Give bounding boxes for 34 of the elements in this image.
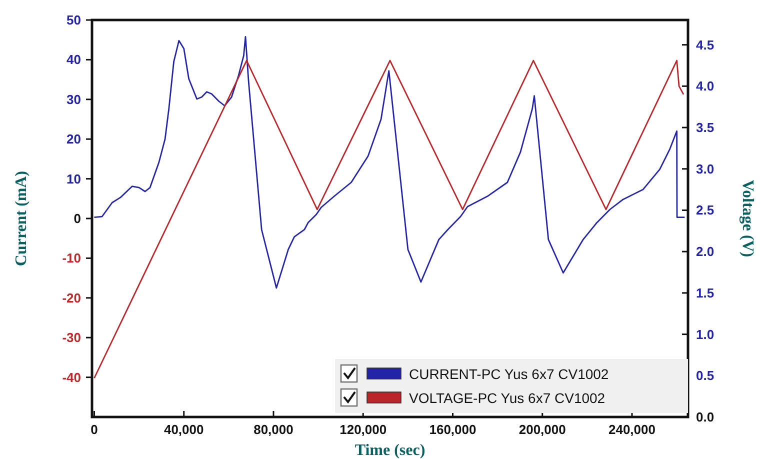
x-tick-label: 200,000	[518, 422, 566, 437]
y2-tick-label: 1.5	[696, 285, 714, 300]
x-tick-label: 0	[90, 422, 98, 437]
y2-tick-label: 0.5	[696, 368, 714, 384]
y2-tick-label: 2.5	[696, 202, 714, 218]
x-axis-title: Time (sec)	[354, 442, 426, 459]
y-tick-label: -20	[62, 290, 81, 306]
line-series	[94, 60, 684, 379]
y-tick-label: -30	[62, 330, 81, 346]
x-tick-label: 40,000	[164, 422, 204, 437]
x-tick-label: 120,000	[340, 422, 387, 437]
y2-tick-label: 1.0	[696, 326, 714, 342]
y-tick-label: 0	[74, 211, 81, 226]
y-tick-label: -40	[62, 370, 81, 385]
y2-axis-title: Voltage (V)	[739, 180, 756, 258]
y-tick-label: 20	[66, 132, 81, 147]
y-tick-label: -10	[62, 250, 81, 266]
y-tick-label: 30	[66, 92, 81, 107]
y-tick-label: 40	[66, 52, 81, 68]
y2-tick-label: 2.0	[696, 244, 714, 260]
legend-label: CURRENT-PC Yus 6x7 CV1002	[409, 366, 609, 382]
y2-tick-label: 3.0	[696, 161, 714, 176]
y2-tick-label: 3.5	[696, 120, 714, 136]
y2-tick-label: 4.0	[696, 78, 714, 94]
y-axis-title: Current (mA)	[13, 170, 30, 266]
x-tick-label: 160,000	[429, 422, 476, 437]
y2-tick-label: 4.5	[696, 37, 714, 52]
y-tick-label: 50	[66, 12, 81, 28]
legend-label: VOLTAGE-PC Yus 6x7 CV1002	[409, 390, 606, 406]
y-tick-label: 10	[66, 171, 81, 186]
x-tick-label: 80,000	[254, 422, 294, 437]
line-series	[94, 36, 686, 289]
y2-tick-label: 0.0	[696, 410, 714, 424]
x-tick-label: 240,000	[608, 422, 656, 437]
